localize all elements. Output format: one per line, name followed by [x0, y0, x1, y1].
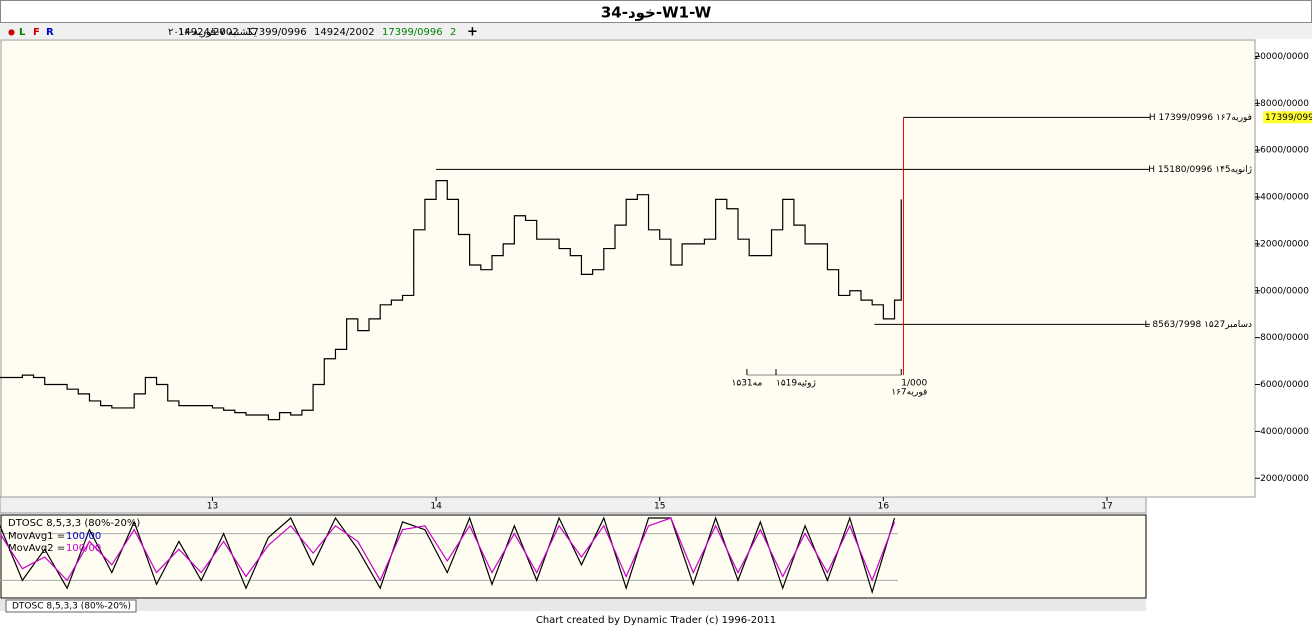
level-label: H 15180/0996 ۱۴ژانویه5 [1148, 165, 1252, 175]
osc-line [0, 517, 896, 583]
time-marker-sublabel: ۱۶فوریه7 [891, 388, 927, 398]
y-tick-label: 2000/0000 [1260, 474, 1309, 484]
time-marker-label: 1/000 [901, 379, 927, 389]
tab-label[interactable]: DTOSC 8,5,3,3 (80%-20%) [12, 602, 131, 612]
y-tick-label: 4000/0000 [1260, 427, 1309, 437]
button-f[interactable]: F [33, 27, 40, 38]
time-marker-label: ۱۵مه31 [732, 379, 763, 389]
quote: 17399/0996 [382, 27, 443, 38]
quote: 2 [450, 27, 456, 38]
button-r[interactable]: R [46, 27, 54, 38]
level-label: H 17399/0996 ۱۶فوریه7 [1149, 113, 1252, 123]
button-l[interactable]: L [19, 27, 26, 38]
level-label: L 8563/7998 ۱۵دسامبر27 [1145, 320, 1253, 330]
x-tick-label: 17 [1101, 502, 1112, 512]
footer: Chart created by Dynamic Trader (c) 1996… [536, 615, 776, 626]
osc-line [0, 516, 896, 595]
tab-strip [0, 599, 1146, 611]
x-tick-label: 15 [654, 502, 665, 512]
tab[interactable] [5, 599, 137, 613]
x-tick-label: 16 [878, 502, 890, 512]
y-tick-label: 8000/0000 [1260, 333, 1309, 343]
legend-value: 100/00 [66, 531, 101, 542]
price-panel [0, 39, 1256, 498]
legend-value: 100/00 [66, 543, 101, 554]
time-marker-label: ۱۵ژوئیه19 [776, 379, 816, 389]
status-dot: ● [8, 28, 15, 37]
current-price-label: 17399/099 [1265, 113, 1312, 123]
y-tick-label: 14000/0000 [1254, 193, 1309, 203]
current-price-box [1263, 111, 1312, 124]
quote: 14924/2002 [178, 27, 239, 38]
legend-name: MovAvg1 = [8, 531, 65, 542]
window-title: 34-خود-W1-W [601, 4, 712, 22]
price-line [0, 180, 902, 421]
x-tick-label: 13 [207, 502, 218, 512]
y-tick-label: 18000/0000 [1254, 99, 1309, 109]
quote: 14924/2002 [314, 27, 375, 38]
oscillator-panel [0, 514, 1147, 599]
x-axis-strip [0, 496, 1147, 514]
y-tick-label: 12000/0000 [1254, 239, 1309, 249]
x-tick-label: 14 [430, 502, 442, 512]
quote: 17399/0996 [246, 27, 307, 38]
y-tick-label: 6000/0000 [1260, 380, 1309, 390]
y-tick-label: 20000/0000 [1254, 52, 1309, 62]
add-button[interactable]: + [467, 25, 478, 40]
toolbar [0, 23, 1312, 39]
legend-name: MovAvg2 = [8, 543, 65, 554]
osc-title: DTOSC 8,5,3,3 (80%-20%) [8, 518, 140, 529]
toolbar-date: یکشنبه ۷-فوریه-۲۰۱۶ [168, 27, 257, 38]
y-tick-label: 16000/0000 [1254, 146, 1309, 156]
y-tick-label: 10000/0000 [1254, 286, 1309, 296]
